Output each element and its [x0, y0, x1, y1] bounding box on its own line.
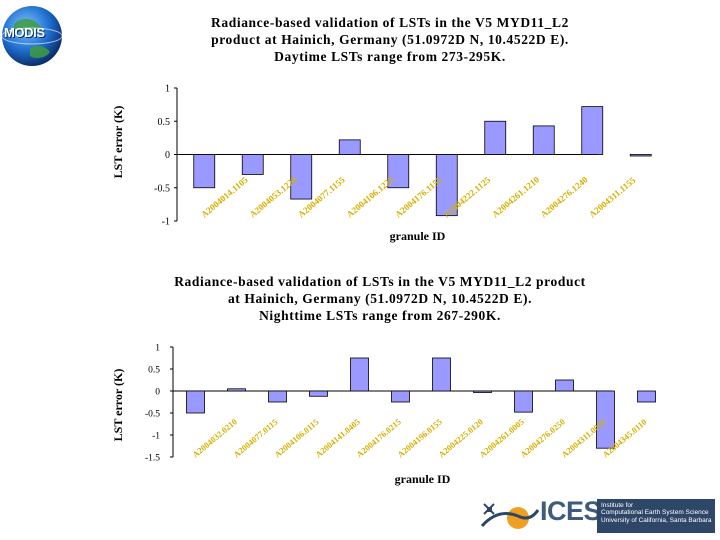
bar [290, 154, 313, 200]
bar [391, 390, 410, 403]
x-axis-title: granule ID [395, 472, 451, 486]
category-label: A2004311.1155 [587, 175, 638, 220]
institute-line: Institute for [601, 502, 634, 509]
bar [581, 106, 604, 155]
bar [532, 125, 555, 155]
bar [241, 154, 264, 175]
bar [473, 390, 492, 393]
y-tick-label: -1 [152, 432, 160, 442]
y-tick-label: 0.5 [158, 117, 171, 128]
chart1-title-line: Daytime LSTs range from 273-295K. [274, 49, 506, 64]
bar [387, 154, 410, 189]
bar [186, 390, 205, 414]
category-label: A2004106.1225 [345, 174, 396, 219]
y-tick-label: 0.5 [148, 366, 160, 376]
bar [629, 154, 652, 157]
bar [338, 139, 361, 155]
y-tick-label: -1 [162, 217, 170, 228]
bar [435, 154, 458, 217]
satellite-icon [480, 503, 540, 529]
y-axis-title: LST error (K) [111, 106, 125, 179]
institute-box: Institute for Computational Earth System… [597, 499, 715, 533]
bar [555, 379, 574, 392]
bar [637, 390, 656, 403]
chart2-title-line: Nighttime LSTs range from 267-290K. [259, 308, 501, 323]
icess-logo [478, 496, 718, 536]
bar [484, 120, 507, 155]
y-axis-title: LST error (K) [111, 369, 125, 442]
y-tick-label: 0 [165, 150, 170, 161]
modis-logo [0, 4, 64, 68]
bar [268, 390, 287, 403]
y-tick-label: -0.5 [154, 183, 170, 194]
y-tick-label: 1 [155, 344, 160, 354]
chart1-title: Radiance-based validation of LSTs in the… [120, 14, 660, 65]
institute-line: Computational Earth System Science [601, 509, 709, 517]
y-tick-label: 0 [155, 388, 160, 398]
bar [309, 390, 328, 397]
chart1-title-line: product at Hainich, Germany (51.0972D N,… [211, 32, 569, 47]
institute-line: University of California, Santa Barbara [601, 516, 712, 524]
bar [432, 357, 451, 392]
category-label: A2004276.1240 [539, 174, 590, 219]
y-tick-label: -1.5 [145, 454, 160, 464]
chart2-title-line: Radiance-based validation of LSTs in the… [174, 274, 586, 289]
chart2-title-line: at Hainich, Germany (51.0972D N, 10.4522… [227, 291, 533, 306]
bar [227, 388, 246, 392]
chart2-title: Radiance-based validation of LSTs in the… [110, 273, 650, 324]
bar [350, 357, 369, 392]
bar [596, 390, 615, 449]
y-tick-label: -0.5 [145, 410, 160, 420]
bar [514, 390, 533, 413]
category-label: A2004261.1210 [490, 174, 541, 219]
modis-wordmark: MODIS [4, 25, 45, 40]
bar [193, 154, 216, 189]
x-axis-title: granule ID [390, 229, 446, 243]
modis-globe-icon [1, 6, 63, 66]
y-tick-label: 1 [165, 84, 170, 95]
chart1-title-line: Radiance-based validation of LSTs in the… [211, 15, 569, 30]
